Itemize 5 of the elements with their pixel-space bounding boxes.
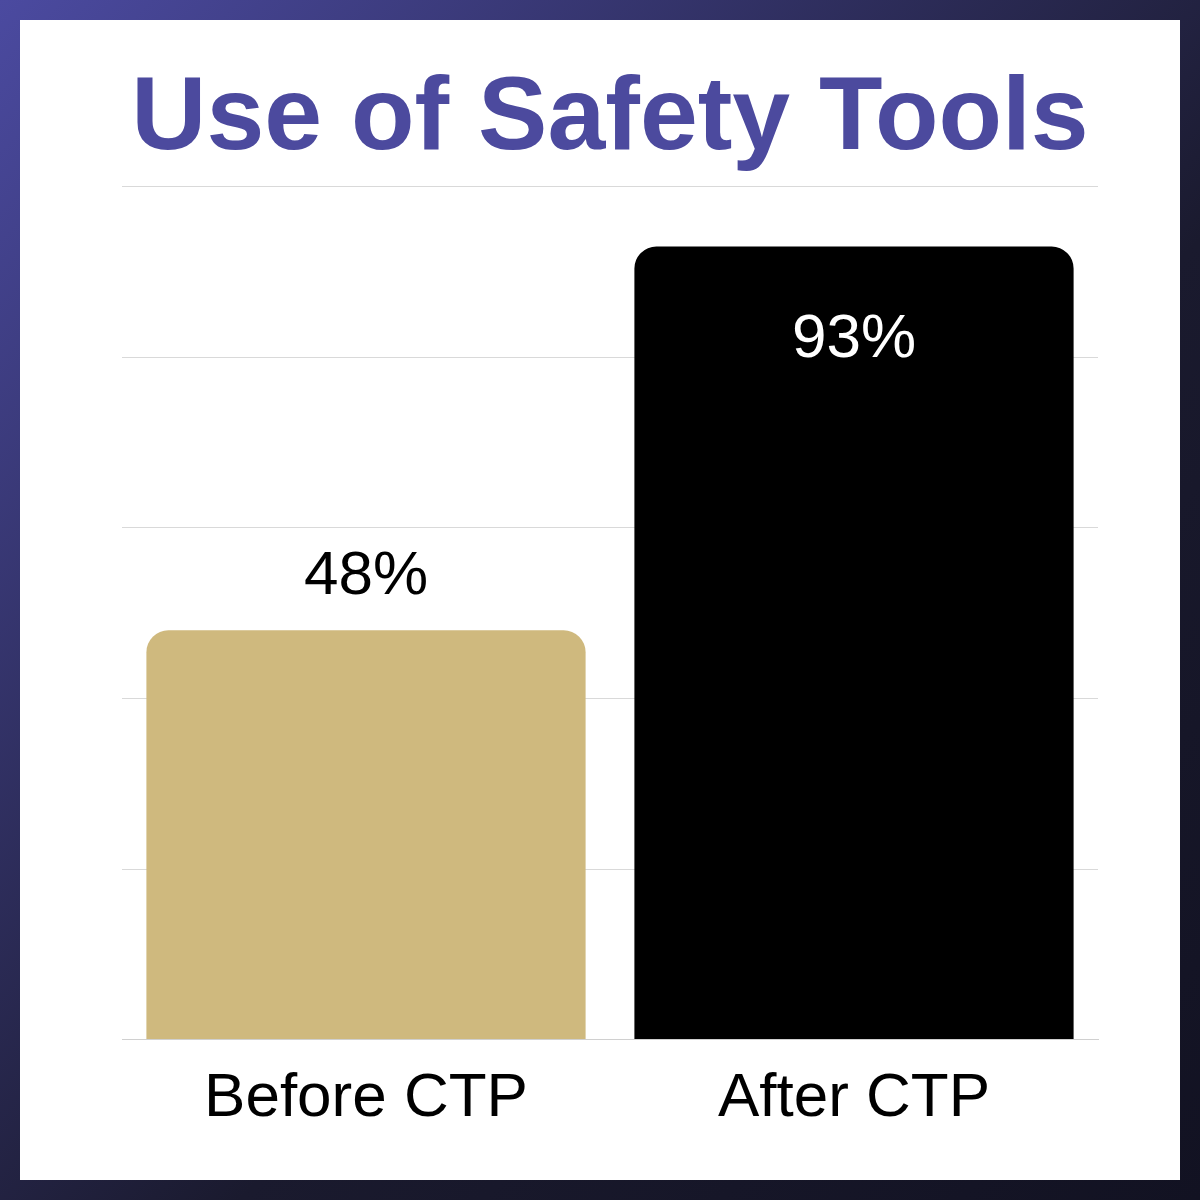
x-tick-label: After CTP	[717, 1059, 991, 1129]
chart-title: Use of Safety Tools	[131, 55, 1089, 172]
x-tick-label: Before CTP	[204, 1059, 528, 1129]
data-label: 48%	[303, 538, 429, 608]
data-label: 93%	[791, 300, 917, 370]
